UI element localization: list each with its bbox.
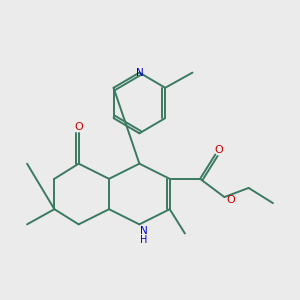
Text: N: N (140, 226, 148, 236)
Text: H: H (140, 235, 148, 245)
Text: N: N (136, 68, 143, 78)
Text: O: O (74, 122, 83, 132)
Text: O: O (214, 145, 223, 155)
Text: O: O (227, 195, 236, 205)
